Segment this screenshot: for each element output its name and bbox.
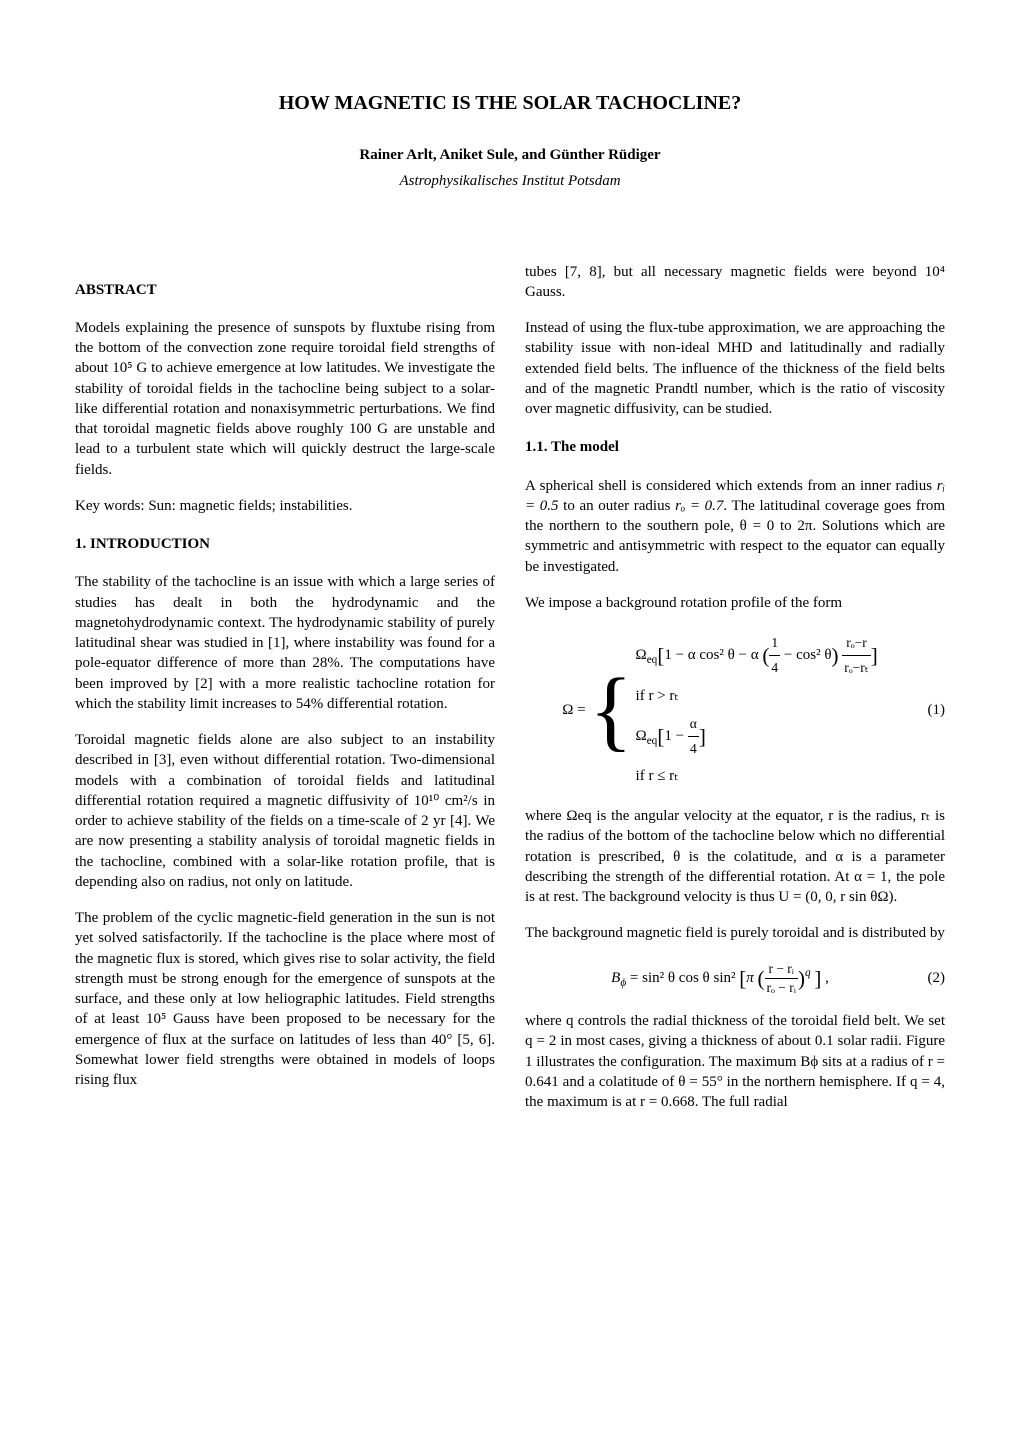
model-p5: where q controls the radial thickness of…: [525, 1011, 945, 1112]
eq1-case2-line: Ωeq[1 − α4]: [636, 712, 878, 762]
model-p1-ro: rₒ = 0.7: [675, 498, 723, 514]
abstract-text: Models explaining the presence of sunspo…: [75, 318, 495, 480]
eq1-case1-cond: if r > rₜ: [636, 683, 878, 710]
model-heading: 1.1. The model: [525, 437, 945, 457]
paper-title: HOW MAGNETIC IS THE SOLAR TACHOCLINE?: [75, 90, 945, 117]
intro-heading: 1. INTRODUCTION: [75, 534, 495, 554]
paper-authors: Rainer Arlt, Aniket Sule, and Günther Rü…: [75, 145, 945, 165]
eq1-case2-b: 1 −: [664, 728, 684, 744]
abstract-heading: ABSTRACT: [75, 280, 495, 300]
model-p2: We impose a background rotation profile …: [525, 593, 945, 613]
equation-2: Bϕ = sin² θ cos θ sin² [π (r − rᵢrₒ − rᵢ…: [525, 960, 945, 997]
eq1-number: (1): [915, 700, 945, 720]
eq1-case1-frac1-den: 4: [769, 656, 780, 680]
model-p3: where Ωeq is the angular velocity at the…: [525, 806, 945, 907]
equation-1: Ω = { Ωeq[1 − α cos² θ − α (14 − cos² θ)…: [525, 629, 945, 792]
eq1-case2-frac-den: 4: [688, 737, 699, 761]
cont-p2: Instead of using the flux-tube approxima…: [525, 318, 945, 419]
eq2-exp: q: [805, 967, 811, 979]
model-p4: The background magnetic field is purely …: [525, 923, 945, 943]
eq1-case2-eqsub: eq: [647, 735, 658, 747]
eq2-number: (2): [915, 968, 945, 988]
eq1-case2-cond: if r ≤ rₜ: [636, 763, 878, 790]
eq1-case1-frac1-num: 1: [769, 631, 780, 656]
eq1-case1-eqsub: eq: [647, 654, 658, 666]
eq2-rhs-b: π: [746, 970, 754, 986]
eq1-case1-b: 1 − α cos² θ − α: [664, 647, 758, 663]
paper-affiliation: Astrophysikalisches Institut Potsdam: [75, 171, 945, 191]
eq2-rhs-a: = sin² θ cos θ sin²: [626, 970, 735, 986]
intro-p3: The problem of the cyclic magnetic-field…: [75, 908, 495, 1090]
eq1-lhs: Ω =: [562, 702, 585, 718]
eq1-case1-c: − cos² θ: [784, 647, 832, 663]
eq1-case1-frac2-num: rₒ−r: [842, 631, 870, 656]
model-p1: A spherical shell is considered which ex…: [525, 476, 945, 577]
two-column-body: ABSTRACT Models explaining the presence …: [75, 262, 945, 1113]
model-p1-b: to an outer radius: [559, 498, 676, 514]
right-column: tubes [7, 8], but all necessary magnetic…: [525, 262, 945, 1113]
eq1-case2-frac-num: α: [688, 712, 699, 737]
eq1-case2-omega: Ω: [636, 728, 647, 744]
intro-p2: Toroidal magnetic fields alone are also …: [75, 730, 495, 892]
cont-p1: tubes [7, 8], but all necessary magnetic…: [525, 262, 945, 303]
eq1-case1-line1: Ωeq[1 − α cos² θ − α (14 − cos² θ) rₒ−rr…: [636, 631, 878, 681]
left-column: ABSTRACT Models explaining the presence …: [75, 262, 495, 1113]
intro-p1: The stability of the tachocline is an is…: [75, 572, 495, 714]
keywords-line: Key words: Sun: magnetic fields; instabi…: [75, 496, 495, 516]
eq2-frac-den: rₒ − rᵢ: [765, 979, 798, 997]
eq2-frac-num: r − rᵢ: [765, 960, 798, 979]
eq1-brace: {: [589, 675, 632, 747]
eq1-case1-frac2-den: rₒ−rₜ: [842, 656, 870, 680]
eq1-case1-omega: Ω: [636, 647, 647, 663]
model-p1-a: A spherical shell is considered which ex…: [525, 478, 937, 494]
eq2-lhs: B: [611, 970, 620, 986]
